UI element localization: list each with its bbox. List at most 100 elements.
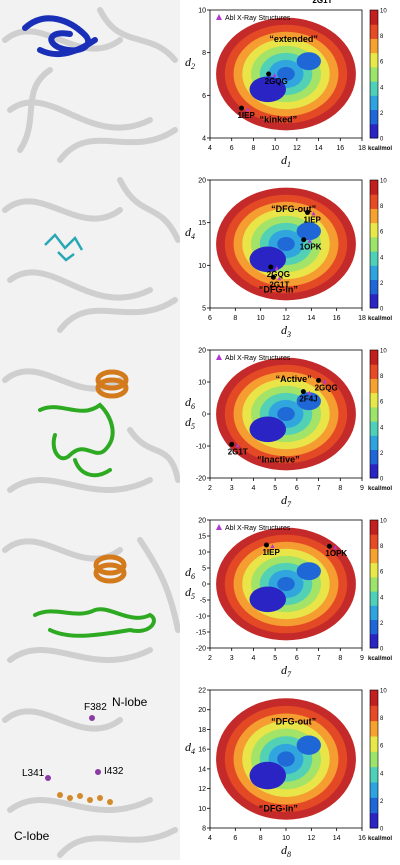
colorbar-segment <box>370 95 378 111</box>
structure-image-c <box>0 340 180 510</box>
colorbar-segment <box>370 350 378 365</box>
colorbar-segment <box>370 705 378 722</box>
xray-marker <box>270 543 275 548</box>
y-axis-label-sub: 6 <box>191 572 195 581</box>
colorbar-tick-label: 0 <box>380 477 384 483</box>
y-tick-label: 14 <box>198 766 206 773</box>
energy-minimum <box>296 735 321 755</box>
point-label: 1IEP <box>262 548 280 557</box>
y-tick-label: 22 <box>198 688 206 695</box>
y-axis-label-sub: 2 <box>191 62 195 71</box>
x-tick-label: 8 <box>259 835 263 842</box>
y-tick-label: 5 <box>202 566 206 573</box>
colorbar-tick-label: 8 <box>380 716 384 722</box>
structure-point <box>301 237 307 243</box>
structure-image-e: N-lobe F382 I432 L341 C-lobe <box>0 680 180 860</box>
colorbar-frame <box>369 349 379 479</box>
colorbar-tick-label: 6 <box>380 744 384 750</box>
xray-marker <box>307 238 312 243</box>
panel-b: b 6810121416185101520d3d41IEP1OPK2GQG2G1… <box>0 170 400 340</box>
structure-point <box>229 441 235 447</box>
x-tick-label: 16 <box>358 835 366 842</box>
point-label: 2G1T <box>269 280 289 289</box>
colorbar-segment <box>370 421 378 436</box>
x-tick-label: 18 <box>358 315 366 322</box>
energy-minimum <box>296 222 321 241</box>
residue-i432: I432 <box>104 766 124 777</box>
colorbar-segment <box>370 736 378 752</box>
colorbar-segment <box>370 435 378 451</box>
x-axis-label: d8 <box>281 843 291 859</box>
xray-marker <box>322 379 327 384</box>
chart-c: 2 3 4 5 6 7 8 9 -20 -10 0 10 20 d7 d6 d5 Abl X-Ray Struc… <box>182 340 400 510</box>
y-tick-label: -10 <box>196 444 206 451</box>
energy-contour <box>277 576 295 592</box>
x-axis-label: d1 <box>281 153 291 169</box>
y-axis-label: d6 <box>185 565 195 581</box>
legend-marker <box>216 14 222 20</box>
panel-e: e N-lobe F382 I432 L341 C-lobe 468101214… <box>0 680 400 860</box>
legend-marker <box>216 354 222 360</box>
chart-e: 4 6 8 10 12 14 16 8 10 12 14 16 18 20 22 d8 d4 “DFG-out” “… <box>182 680 400 860</box>
colorbar-segment <box>370 534 378 549</box>
y-tick-label: 10 <box>198 550 206 557</box>
x-tick-label: 8 <box>233 315 237 322</box>
residue-l341: L341 <box>22 768 45 779</box>
colorbar-tick-label: 6 <box>380 400 384 406</box>
x-axis-label-sub: 7 <box>287 670 292 679</box>
y-tick-label: 20 <box>198 518 206 525</box>
colorbar-segment <box>370 293 378 309</box>
y-tick-label: 5 <box>202 306 206 313</box>
energy-minimum <box>249 586 286 613</box>
point-label: 2G1T <box>312 0 332 5</box>
legend-marker <box>216 524 222 530</box>
x-tick-label: 3 <box>230 485 234 492</box>
y-axis-label: d4 <box>185 740 195 756</box>
y-tick-label: -20 <box>196 476 206 483</box>
residue-clobe: C-lobe <box>14 829 50 843</box>
colorbar-segment <box>370 619 378 635</box>
colorbar-segment <box>370 690 378 706</box>
colorbar-segment <box>370 633 378 649</box>
structure-point <box>268 264 274 270</box>
x-tick-label: 14 <box>307 315 315 322</box>
colorbar-segment <box>370 24 378 39</box>
colorbar-segment <box>370 251 378 266</box>
colorbar-tick-label: 0 <box>380 827 384 833</box>
point-label: 1OPK <box>325 549 347 558</box>
y-tick-label: 8 <box>202 50 206 57</box>
colorbar-segment <box>370 406 378 422</box>
colorbar-segment <box>370 109 378 125</box>
x-tick-label: 12 <box>293 145 301 152</box>
structure-point <box>300 389 306 395</box>
colorbar-segment <box>370 364 378 379</box>
x-tick-label: 9 <box>360 485 364 492</box>
energy-minimum <box>249 761 286 790</box>
colorbar-segment <box>370 10 378 25</box>
x-axis-label: d7 <box>281 663 292 679</box>
colorbar-segment <box>370 782 378 798</box>
y-axis-label-2: d5 <box>185 585 195 601</box>
colorbar-segment <box>370 463 378 479</box>
annotation-label: “DFG-out” <box>271 204 316 214</box>
point-label: 2GQG <box>315 383 338 392</box>
y-tick-label: 10 <box>198 263 206 270</box>
residue-nlobe: N-lobe <box>112 695 148 709</box>
x-tick-label: 16 <box>333 315 341 322</box>
structure-point <box>266 71 272 77</box>
x-tick-label: 12 <box>307 835 315 842</box>
y-axis-label-sub: 4 <box>191 747 195 756</box>
xray-marker <box>311 211 316 216</box>
colorbar-tick-label: 4 <box>380 255 384 261</box>
x-axis-label-sub: 7 <box>287 500 292 509</box>
y-tick-label: 0 <box>202 412 206 419</box>
y-tick-label: 10 <box>198 8 206 15</box>
x-tick-label: 6 <box>208 315 212 322</box>
colorbar-unit: kcal/mol <box>368 656 392 662</box>
x-tick-label: 14 <box>315 145 323 152</box>
y-tick-label: 6 <box>202 93 206 100</box>
y-tick-label: 18 <box>198 727 206 734</box>
colorbar-segment <box>370 751 378 768</box>
